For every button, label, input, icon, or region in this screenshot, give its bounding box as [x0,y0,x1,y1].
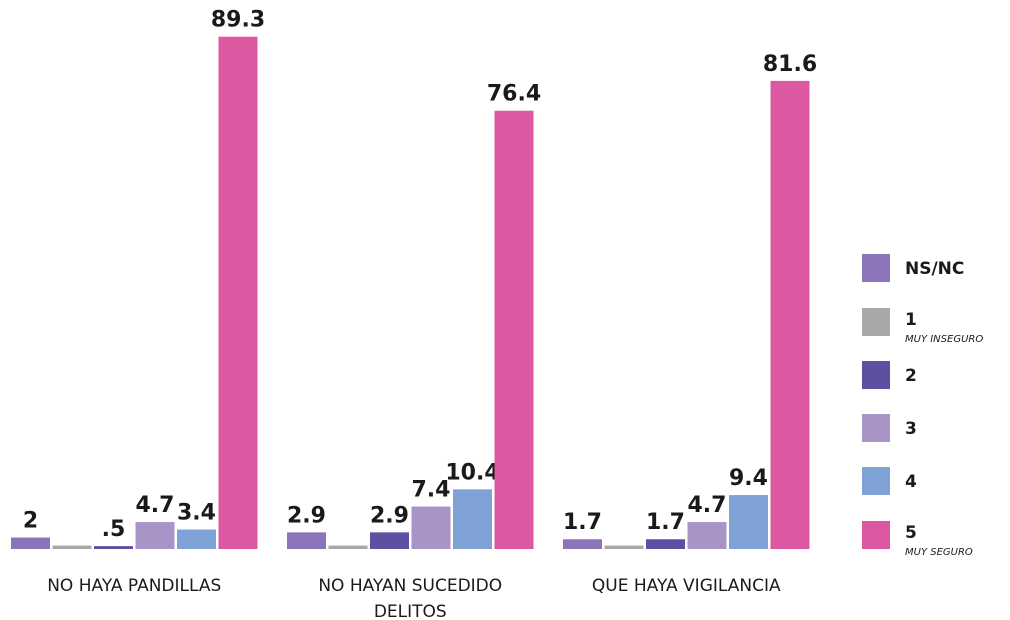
x-tick-label: QUE HAYA VIGILANCIA [592,576,781,596]
x-tick-label: NO HAYA PANDILLAS [47,576,221,596]
bar [687,522,727,549]
value-label: 2 [23,509,38,534]
value-label: 81.6 [763,52,817,77]
value-label: .5 [102,517,126,542]
value-label: 2.9 [370,503,409,528]
bar [11,537,50,549]
value-label: 2.9 [287,503,326,528]
value-label: 7.4 [412,478,451,503]
legend-swatch [862,254,890,282]
bar [177,529,216,549]
value-label: 76.4 [487,82,541,107]
legend-swatch [862,521,890,549]
bar [494,110,534,549]
x-tick-label: NO HAYAN SUCEDIDO DELITOS [318,576,502,620]
x-tick-label-line: DELITOS [374,602,447,620]
value-label: 3.4 [177,500,216,525]
bar [287,532,326,549]
bar [729,495,768,549]
legend-label: NS/NC [905,259,964,279]
legend-label: 1 [905,310,917,330]
value-label: 1.7 [563,510,602,535]
bar [453,489,492,549]
value-label: 4.7 [688,493,727,518]
bar [135,522,175,549]
legend-label: 4 [905,472,917,492]
bar [770,80,810,549]
value-label: 9.4 [729,466,768,491]
legend-label: 5 [905,523,917,543]
bar [94,546,133,549]
legend-swatch [862,361,890,389]
legend-label: 2 [905,366,917,386]
bar [328,545,368,549]
bar [218,36,258,549]
bar [52,545,92,549]
legend-sublabel: MUY SEGURO [905,547,973,558]
legend-swatch [862,308,890,336]
x-tick-label-line: NO HAYAN SUCEDIDO [318,576,502,596]
legend-label: 3 [905,419,917,439]
value-label: 10.4 [445,460,499,485]
legend-swatch [862,467,890,495]
legend-sublabel: MUY INSEGURO [905,334,983,345]
bar [411,506,451,549]
value-label: 1.7 [646,510,685,535]
bar [370,532,409,549]
value-label: 4.7 [136,493,175,518]
bar [604,545,644,549]
bar [646,539,685,549]
legend-swatch [862,414,890,442]
value-label: 89.3 [211,8,265,33]
bar [563,539,602,549]
